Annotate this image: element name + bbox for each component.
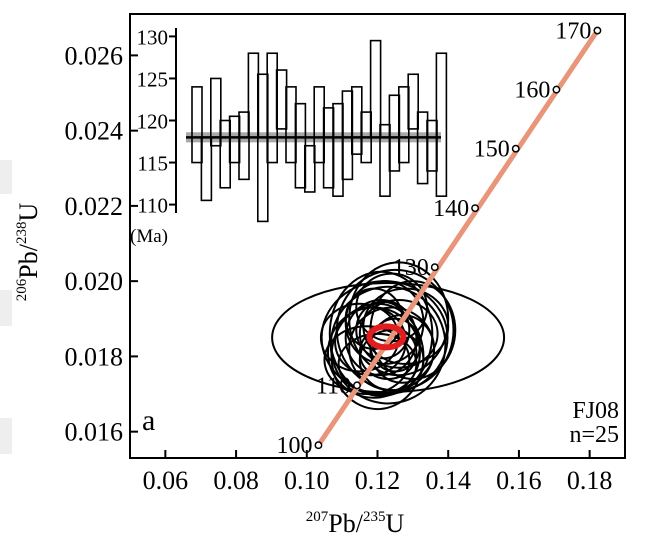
left-edge-strip-1	[0, 160, 12, 194]
left-edge-strip-3	[0, 418, 12, 454]
inset-age-bar	[313, 86, 326, 164]
inset-age-bar	[416, 111, 429, 185]
inset-tick-label: 110	[137, 194, 168, 218]
concordia-age-label: 110	[316, 373, 351, 399]
concordia-age-marker	[593, 26, 602, 35]
inset-age-bar	[256, 73, 269, 223]
analysis-ellipse	[358, 329, 425, 392]
analysis-ellipse	[355, 300, 411, 360]
inset-age-bar	[266, 52, 279, 164]
inset-axis: 110 115 120 125 130 (Ma)	[130, 25, 177, 247]
inset-age-bar	[350, 86, 363, 155]
inset-tick-label: 120	[137, 110, 169, 134]
inset-age-bar	[247, 52, 260, 139]
concordia-age-marker	[314, 441, 323, 450]
y-axis-label: 206Pb/238U	[14, 203, 43, 302]
concordia-age-label: 130	[393, 255, 429, 281]
concordia-age-marker	[430, 263, 439, 272]
analysis-ellipse	[358, 298, 439, 369]
analysis-ellipse	[323, 325, 411, 396]
concordia-age-marker	[511, 144, 520, 153]
x-tick-label: 0.12	[355, 466, 401, 495]
inset-age-bar	[191, 86, 203, 164]
analysis-ellipse	[334, 306, 407, 377]
x-axis-label: 207Pb/235U	[306, 509, 405, 536]
x-axis: 0.06 0.08 0.10 0.12 0.14 0.16 0.18	[143, 450, 613, 495]
concordia-age-marker	[353, 381, 361, 390]
inset-age-bar	[285, 86, 297, 164]
inset-age-bar	[210, 77, 222, 147]
inset-age-bar	[294, 102, 307, 189]
inset-age-bar	[275, 69, 288, 130]
x-tick-label: 0.18	[567, 466, 613, 495]
inset-age-bar	[238, 111, 250, 181]
inset-age-bar	[369, 39, 382, 139]
inset-tick-label: 130	[137, 25, 169, 49]
inset-age-bar	[200, 136, 213, 202]
y-tick-label: 0.016	[65, 418, 124, 447]
concordia-age-marker	[552, 85, 561, 94]
analysis-ellipse	[329, 285, 447, 405]
mean-ellipse-ring	[366, 323, 407, 351]
y-tick-label: 0.022	[65, 192, 124, 221]
inset-bars	[191, 39, 448, 223]
panel-label: a	[142, 404, 155, 437]
inset-age-bar	[426, 119, 438, 172]
concordia-age-label: 160	[514, 78, 550, 104]
sample-count: n=25	[569, 422, 619, 448]
inset-age-bar	[407, 73, 420, 130]
inset-age-bar	[332, 102, 344, 197]
y-tick-label: 0.026	[65, 41, 124, 70]
inset-age-bar	[322, 107, 335, 189]
concordia-age-label: 170	[555, 19, 591, 45]
concordia-line	[315, 28, 600, 448]
y-tick-label: 0.018	[65, 342, 124, 371]
y-tick-label: 0.020	[65, 267, 124, 296]
inset-age-bar	[303, 144, 316, 193]
x-tick-label: 0.14	[425, 466, 471, 495]
analysis-ellipses	[271, 261, 506, 411]
inset-age-bar	[219, 119, 231, 189]
x-tick-label: 0.16	[496, 466, 542, 495]
y-axis: 0.016 0.018 0.020 0.022 0.024 0.026	[65, 41, 138, 447]
sample-name: FJ08	[572, 398, 619, 424]
y-tick-label: 0.024	[65, 117, 124, 146]
mean-concordia-ellipse	[366, 323, 407, 351]
x-tick-label: 0.06	[143, 466, 189, 495]
x-tick-label: 0.08	[213, 466, 259, 495]
left-edge-strip-2	[0, 290, 12, 326]
concordia-age-marker	[471, 204, 480, 213]
inset-tick-label: 115	[137, 152, 168, 176]
inset-age-bar	[397, 86, 410, 164]
concordia-age-label: 140	[433, 196, 469, 222]
concordia-age-label: 150	[474, 137, 510, 163]
inset-age-bar	[435, 52, 448, 197]
x-tick-label: 0.10	[284, 466, 330, 495]
inset-tick-label: 125	[137, 67, 169, 91]
inset-unit-label: (Ma)	[130, 226, 168, 247]
